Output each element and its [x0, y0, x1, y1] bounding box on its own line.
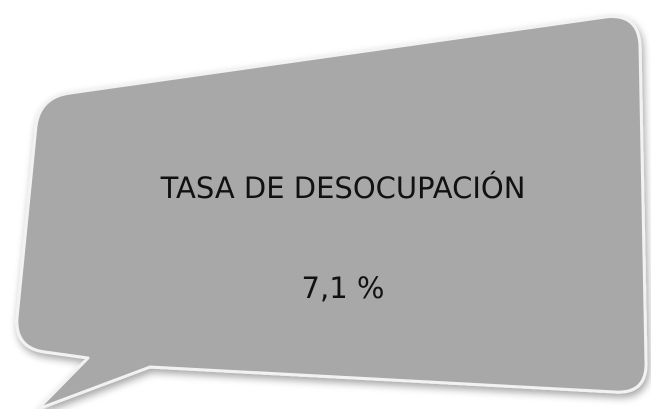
callout-value: 7,1 %	[302, 271, 385, 305]
speech-bubble	[15, 15, 648, 409]
callout-title: TASA DE DESOCUPACIÓN	[160, 171, 526, 205]
